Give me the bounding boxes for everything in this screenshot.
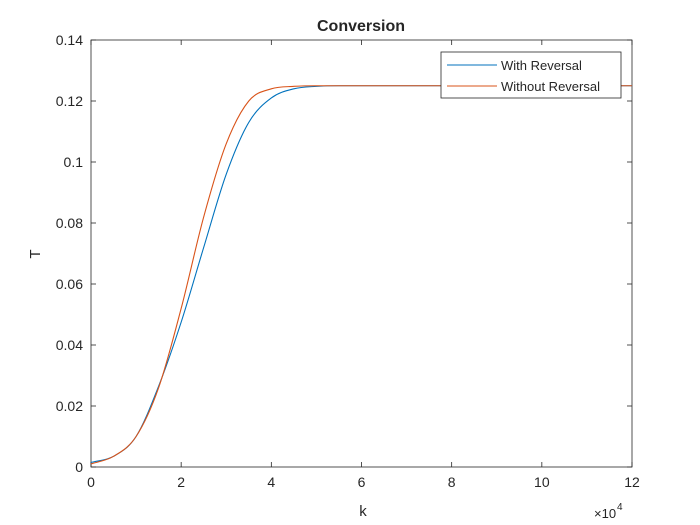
y-tick-label: 0.12	[56, 93, 83, 109]
y-tick-label: 0.06	[56, 276, 83, 292]
x-tick-label: 8	[448, 474, 456, 490]
y-tick-label: 0.14	[56, 32, 83, 48]
plot-area	[90, 39, 633, 468]
x-tick-label: 4	[267, 474, 275, 490]
chart-title: Conversion	[317, 18, 405, 35]
x-axis-exponent: ×10 4	[594, 502, 623, 521]
x-tick-labels: 0 2 4 6 8 10 12	[87, 474, 640, 490]
legend-label-without-reversal: Without Reversal	[501, 79, 600, 94]
x-tick-label: 12	[624, 474, 640, 490]
y-tick-label: 0.04	[56, 337, 83, 353]
x-exponent-base: ×10	[594, 506, 616, 521]
x-exponent-power: 4	[617, 502, 623, 513]
legend-box	[440, 51, 622, 99]
x-tick-label: 10	[534, 474, 550, 490]
axis-ticks	[90, 39, 633, 468]
y-tick-label: 0	[75, 459, 83, 475]
x-tick-label: 6	[358, 474, 366, 490]
y-tick-label: 0.1	[64, 154, 84, 170]
legend: With Reversal Without Reversal	[440, 51, 622, 99]
y-tick-label: 0.02	[56, 398, 83, 414]
x-tick-label: 2	[177, 474, 185, 490]
x-tick-label: 0	[87, 474, 95, 490]
y-tick-label: 0.08	[56, 215, 83, 231]
legend-label-with-reversal: With Reversal	[501, 58, 582, 73]
y-axis-label: T	[27, 249, 44, 258]
y-tick-labels: 0 0.02 0.04 0.06 0.08 0.1 0.12 0.14	[56, 32, 83, 475]
x-axis-label: k	[359, 503, 367, 520]
